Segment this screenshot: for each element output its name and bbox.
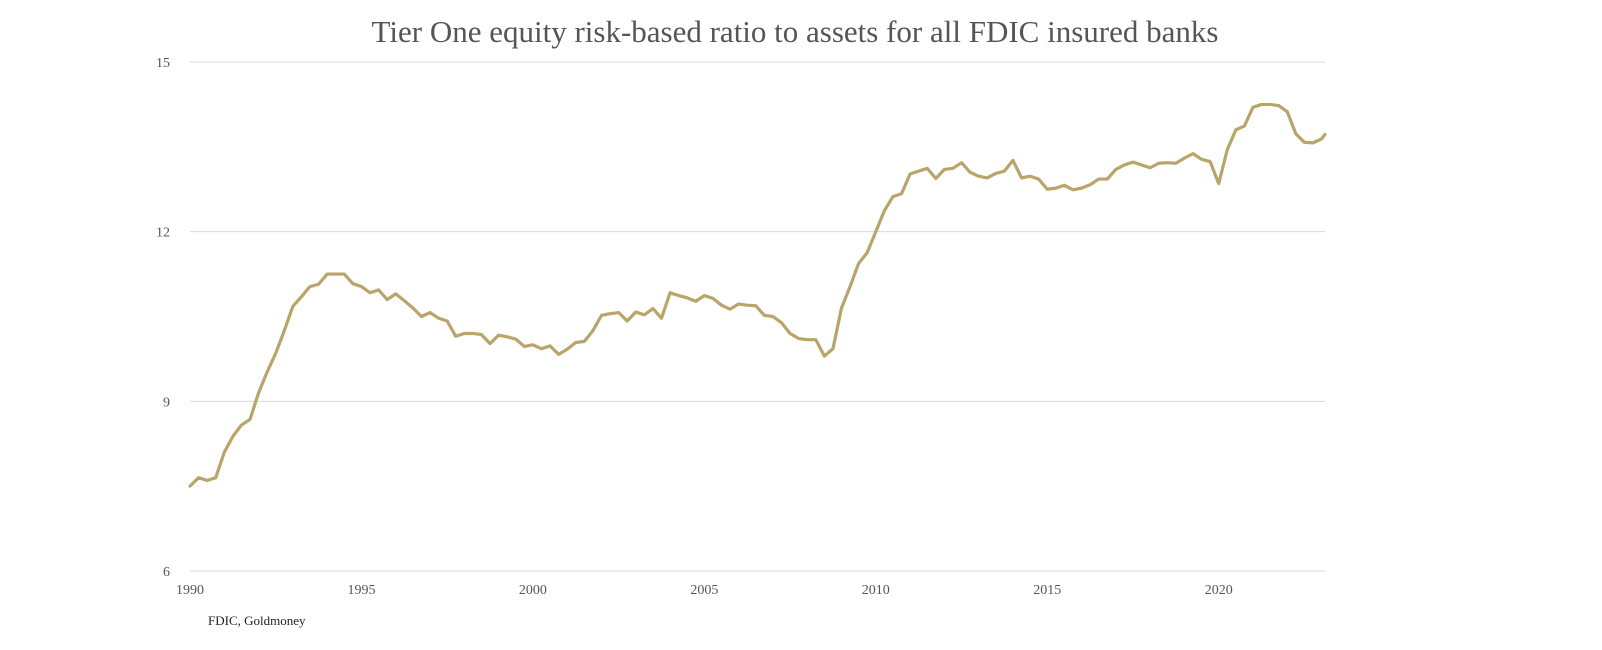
y-tick-label: 15 bbox=[156, 56, 170, 71]
y-axis-ticks: 6 9 12 15 bbox=[156, 56, 170, 580]
y-tick-label: 9 bbox=[163, 395, 170, 410]
x-tick-label: 1990 bbox=[176, 583, 204, 598]
y-tick-label: 6 bbox=[163, 565, 170, 580]
x-tick-label: 2015 bbox=[1033, 583, 1061, 598]
x-axis-ticks: 1990 1995 2000 2005 2010 2015 2020 bbox=[176, 583, 1233, 598]
x-tick-label: 2005 bbox=[690, 583, 718, 598]
chart-title: Tier One equity risk-based ratio to asse… bbox=[372, 14, 1219, 49]
y-tick-label: 12 bbox=[156, 226, 170, 241]
series-line bbox=[188, 102, 1327, 488]
source-label: FDIC, Goldmoney bbox=[208, 613, 306, 628]
y-gridlines bbox=[190, 61, 1325, 572]
x-tick-label: 2000 bbox=[519, 583, 547, 598]
x-tick-label: 1995 bbox=[347, 583, 375, 598]
x-tick-label: 2010 bbox=[862, 583, 890, 598]
x-tick-label: 2020 bbox=[1205, 583, 1233, 598]
